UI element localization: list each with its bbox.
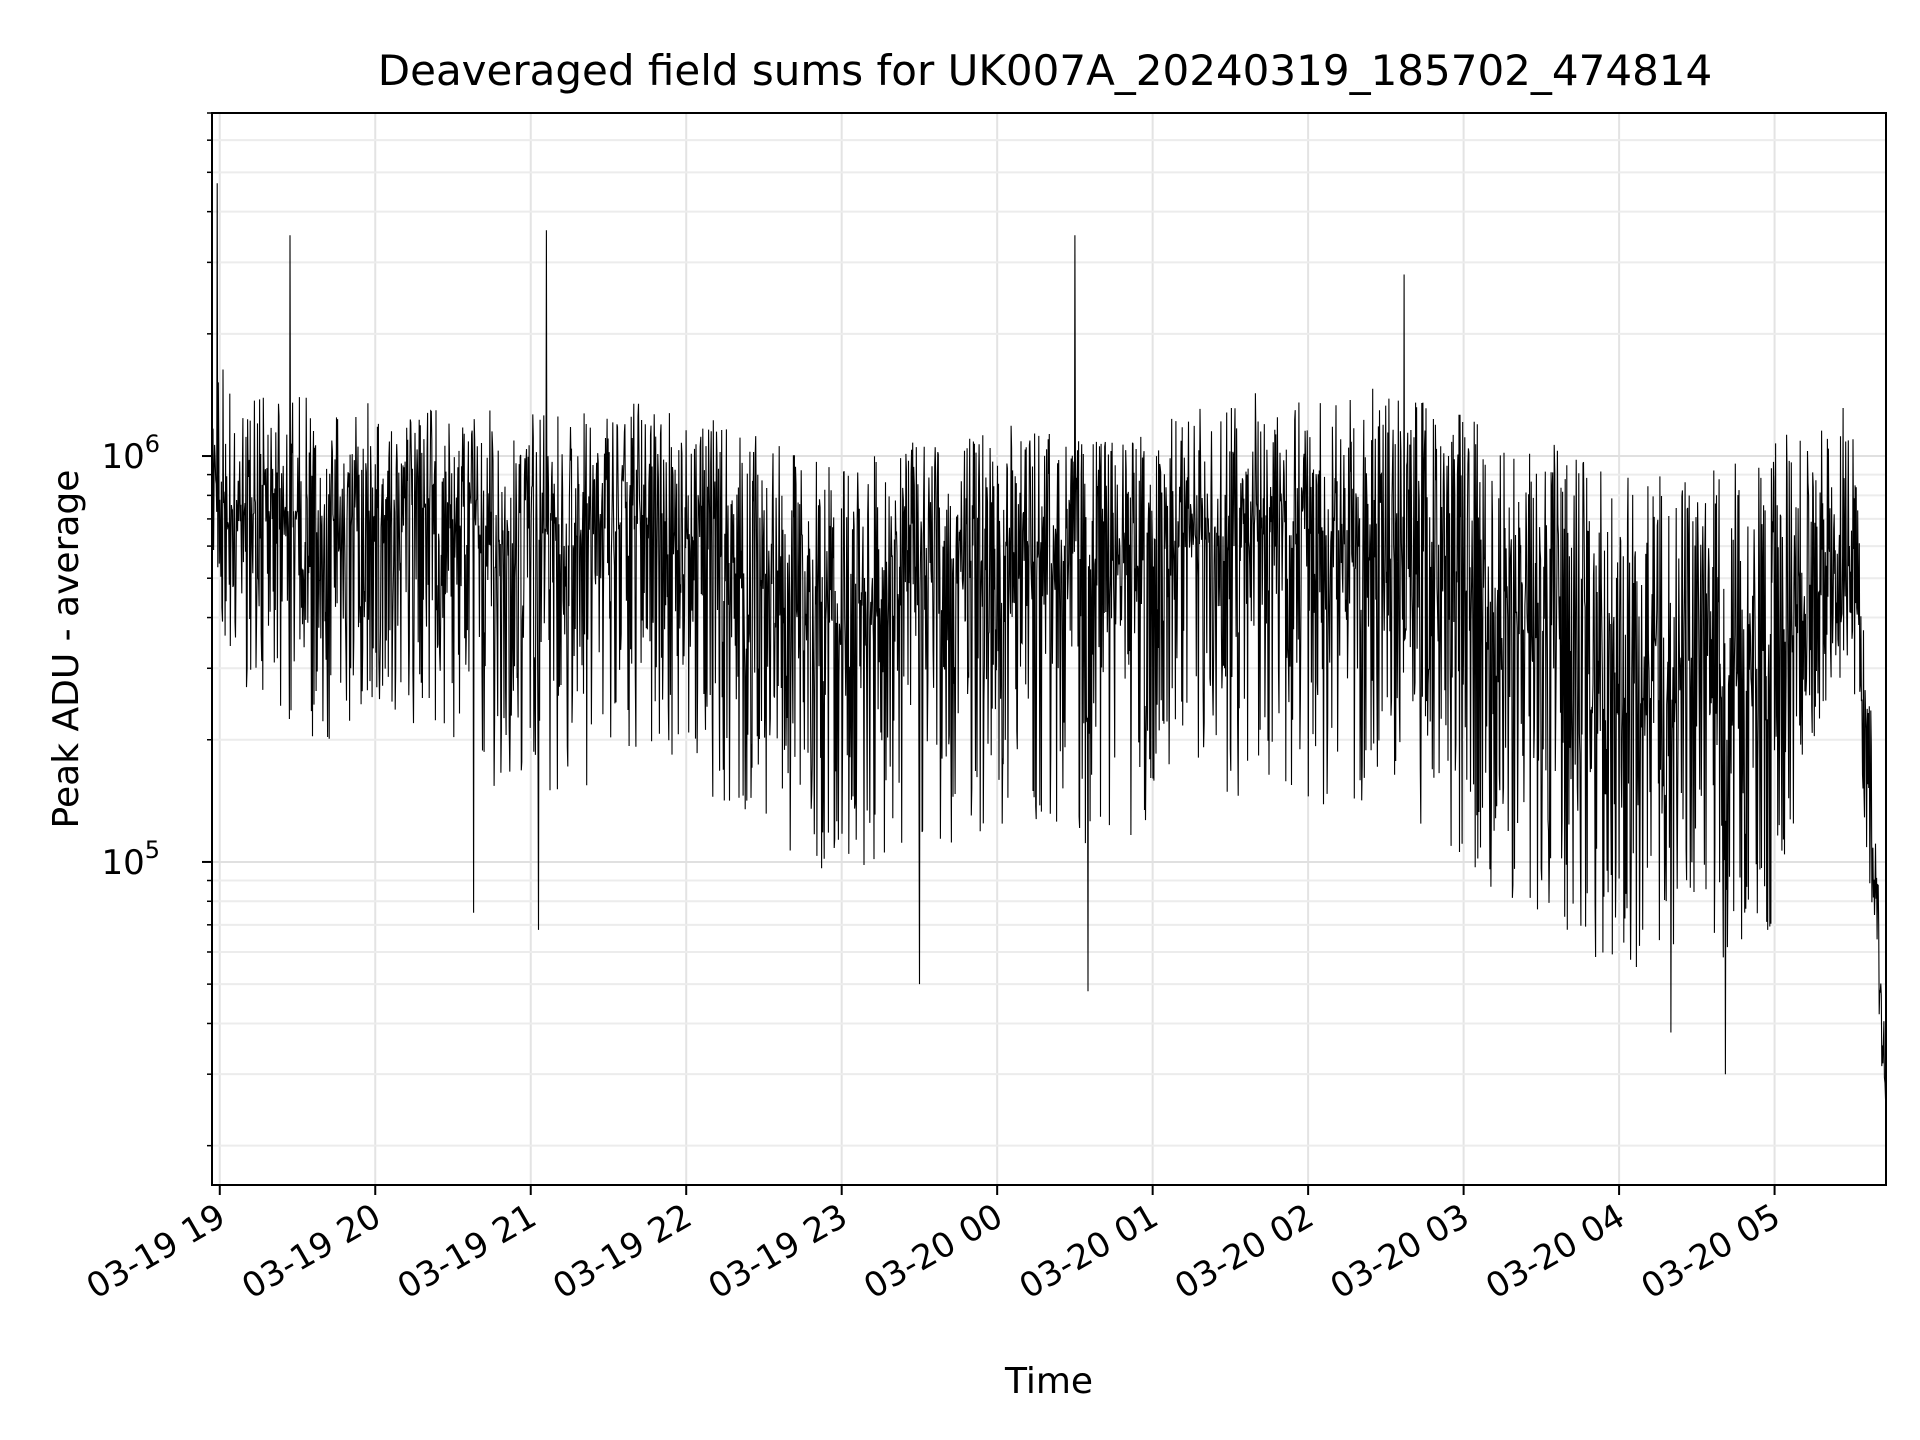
y-axis-label: Peak ADU - average: [46, 470, 87, 829]
chart-title: Deaveraged field sums for UK007A_2024031…: [378, 46, 1712, 95]
y-tick-label: 106: [101, 430, 160, 477]
y-axis: 105 106: [101, 112, 212, 1147]
plot-area: [211, 112, 1887, 1186]
plot-frame: [211, 112, 1887, 1186]
series-line: [211, 183, 1887, 1107]
y-tick-label: 105: [101, 836, 160, 883]
x-axis-label: Time: [1004, 1361, 1093, 1402]
data-series: [211, 183, 1887, 1107]
